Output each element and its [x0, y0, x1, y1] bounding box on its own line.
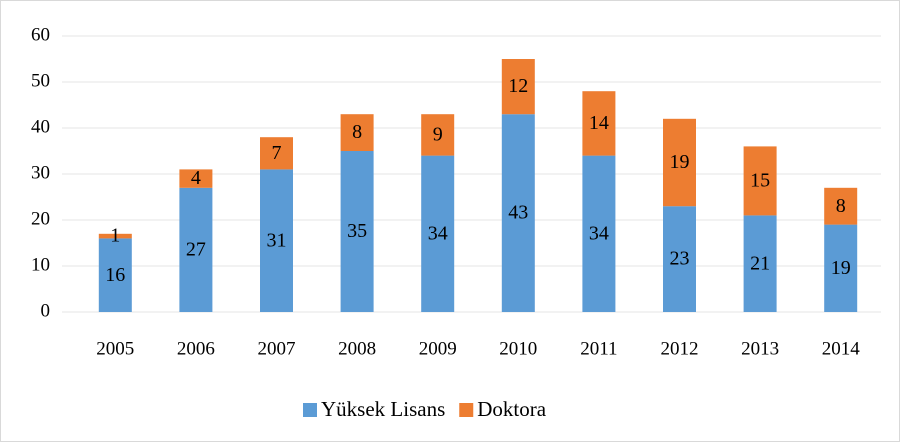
data-label: 31	[267, 229, 287, 251]
legend-label: Doktora	[477, 397, 546, 421]
y-tick-label: 60	[31, 24, 50, 45]
x-tick-label: 2007	[258, 338, 296, 359]
bar-segment	[179, 187, 213, 312]
data-label: 34	[428, 222, 448, 244]
bar-segment	[582, 91, 616, 156]
bar-segment	[501, 114, 535, 312]
x-tick-label: 2009	[419, 338, 457, 359]
x-tick-label: 2005	[96, 338, 134, 359]
data-label: 15	[750, 169, 770, 191]
bar-segment	[179, 169, 213, 188]
x-tick-label: 2014	[822, 338, 861, 359]
bar-segment	[824, 187, 858, 225]
bar-segment	[340, 151, 374, 312]
y-tick-label: 30	[31, 162, 50, 183]
legend-label: Yüksek Lisans	[321, 397, 445, 421]
data-label: 8	[352, 121, 362, 143]
legend-swatch	[303, 403, 317, 417]
data-label: 4	[191, 167, 201, 189]
data-label: 19	[670, 151, 690, 173]
data-label: 34	[589, 222, 609, 244]
legend-swatch	[459, 403, 474, 417]
bar-segment	[663, 118, 696, 207]
data-label: 16	[105, 264, 125, 286]
bar-segment	[98, 233, 132, 239]
data-label: 27	[186, 238, 206, 260]
data-label: 19	[831, 257, 851, 279]
data-label: 12	[508, 75, 528, 97]
bar-segment	[582, 155, 616, 312]
bar-segment	[824, 224, 858, 312]
x-tick-label: 2008	[338, 338, 376, 359]
bar-segment	[260, 137, 293, 170]
bar-segment	[743, 146, 777, 216]
data-label: 43	[508, 202, 528, 224]
y-tick-label: 40	[31, 116, 50, 137]
x-tick-label: 2006	[177, 338, 215, 359]
bar-segment	[421, 155, 455, 312]
bar-segment	[501, 59, 535, 115]
y-tick-label: 20	[31, 208, 50, 229]
y-tick-label: 0	[41, 300, 51, 321]
x-tick-label: 2012	[661, 338, 699, 359]
bar-segment	[663, 206, 696, 312]
data-label: 1	[110, 225, 120, 247]
data-label: 9	[433, 123, 443, 145]
data-label: 21	[750, 252, 770, 274]
bar-segment	[421, 114, 455, 156]
data-label: 35	[347, 220, 367, 242]
y-tick-label: 10	[31, 254, 50, 275]
x-tick-label: 2013	[741, 338, 779, 359]
bar-segment	[340, 114, 374, 151]
y-tick-label: 50	[31, 70, 50, 91]
bar-segment	[743, 215, 777, 312]
data-label: 23	[670, 248, 690, 270]
bar-segment	[260, 169, 293, 312]
data-label: 14	[589, 112, 609, 134]
bar-segment	[98, 238, 132, 312]
data-label: 7	[272, 142, 282, 164]
x-tick-label: 2011	[580, 338, 617, 359]
data-label: 8	[836, 195, 846, 217]
x-tick-label: 2010	[499, 338, 537, 359]
